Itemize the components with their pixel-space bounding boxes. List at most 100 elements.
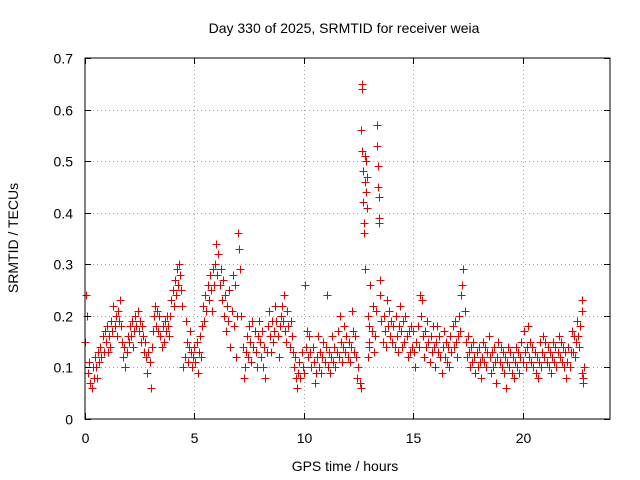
y-tick-label: 0.1 — [54, 360, 74, 376]
data-point — [387, 317, 396, 326]
data-point — [315, 363, 324, 372]
data-point — [535, 358, 544, 367]
data-point — [319, 338, 328, 347]
data-point — [103, 322, 112, 331]
data-point — [374, 162, 383, 171]
data-point — [562, 374, 571, 383]
y-tick-label: 0.4 — [54, 206, 74, 222]
data-point — [265, 307, 274, 316]
data-point — [256, 338, 265, 347]
data-point — [246, 338, 255, 347]
data-point — [331, 363, 340, 372]
data-point — [461, 307, 470, 316]
data-point — [226, 343, 235, 352]
data-point — [350, 348, 359, 357]
data-point — [295, 358, 304, 367]
data-point — [381, 327, 390, 336]
data-point — [398, 343, 407, 352]
data-point — [551, 343, 560, 352]
data-point — [214, 250, 223, 259]
data-point — [178, 302, 187, 311]
data-point — [376, 276, 385, 285]
data-point — [142, 353, 151, 362]
data-point — [245, 322, 254, 331]
data-point — [337, 338, 346, 347]
data-point — [336, 312, 345, 321]
data-point — [123, 348, 132, 357]
data-point — [261, 374, 270, 383]
data-point — [457, 291, 466, 300]
data-point — [541, 338, 550, 347]
data-point — [311, 379, 320, 388]
data-point — [573, 317, 582, 326]
data-point — [488, 348, 497, 357]
data-point — [277, 312, 286, 321]
data-point — [372, 307, 381, 316]
data-point — [151, 302, 160, 311]
data-point — [548, 353, 557, 362]
data-point — [243, 332, 252, 341]
data-point — [84, 369, 93, 378]
data-point — [489, 363, 498, 372]
data-point — [219, 276, 228, 285]
data-point — [391, 343, 400, 352]
data-point — [356, 379, 365, 388]
data-point — [571, 353, 580, 362]
data-point — [392, 312, 401, 321]
data-point — [580, 363, 589, 372]
y-tick-labels: 0 0.1 0.2 0.3 0.4 0.5 0.6 0.7 — [54, 51, 74, 428]
data-point — [399, 317, 408, 326]
data-point — [442, 338, 451, 347]
data-point — [242, 348, 251, 357]
data-point — [496, 358, 505, 367]
x-tick-label: 10 — [297, 430, 313, 446]
data-point — [456, 327, 465, 336]
data-point — [339, 343, 348, 352]
data-point — [382, 343, 391, 352]
data-point — [201, 291, 210, 300]
data-point — [117, 322, 126, 331]
y-tick-label: 0.5 — [54, 154, 74, 170]
data-point — [114, 307, 123, 316]
data-point — [152, 322, 161, 331]
data-point — [470, 353, 479, 362]
data-point — [424, 338, 433, 347]
data-point — [264, 322, 273, 331]
data-point — [317, 369, 326, 378]
data-point — [421, 327, 430, 336]
chart-title: Day 330 of 2025, SRMTID for receiver wei… — [209, 20, 480, 36]
data-point — [416, 291, 425, 300]
data-point — [222, 327, 231, 336]
data-point — [288, 332, 297, 341]
data-point — [453, 353, 462, 362]
data-point — [179, 363, 188, 372]
data-point — [486, 353, 495, 362]
data-point — [293, 384, 302, 393]
data-point — [275, 353, 284, 362]
data-point — [441, 353, 450, 362]
data-point — [267, 348, 276, 357]
data-point — [566, 363, 575, 372]
data-point — [572, 338, 581, 347]
data-point — [557, 338, 566, 347]
data-point — [338, 358, 347, 367]
data-point — [447, 348, 456, 357]
data-point — [503, 358, 512, 367]
data-point — [433, 322, 442, 331]
data-point — [270, 327, 279, 336]
data-point — [473, 348, 482, 357]
data-point — [191, 358, 200, 367]
data-point — [522, 363, 531, 372]
data-point — [459, 265, 468, 274]
data-point — [512, 343, 521, 352]
data-point — [257, 353, 266, 362]
data-point — [434, 348, 443, 357]
data-point — [366, 281, 375, 290]
data-point — [493, 353, 502, 362]
data-point — [361, 265, 370, 274]
data-point — [167, 296, 176, 305]
data-point — [225, 286, 234, 295]
data-point — [188, 363, 197, 372]
data-point — [195, 348, 204, 357]
data-point — [537, 363, 546, 372]
